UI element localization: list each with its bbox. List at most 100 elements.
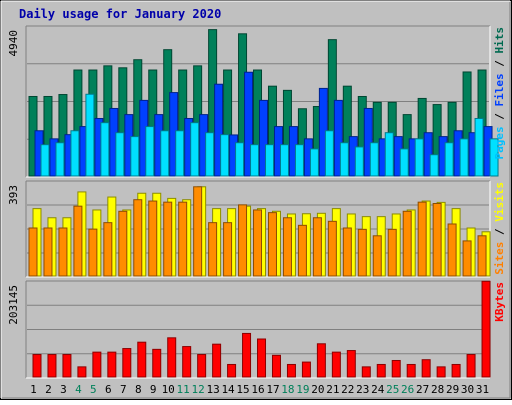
panel-legend: KBytes: [493, 282, 506, 322]
bar-kbytes-day-14: [227, 363, 237, 378]
bar-sites-day-6: [103, 222, 113, 277]
bar-pages-day-8: [145, 126, 155, 177]
x-tick-label: 11: [177, 383, 190, 396]
bar-kbytes-day-4: [77, 366, 87, 378]
bar-sites-day-18: [282, 217, 292, 277]
bar-kbytes-day-8: [137, 341, 147, 378]
x-tick-label: 24: [371, 383, 385, 396]
bar-pages-day-2: [55, 142, 65, 177]
bar-kbytes-day-28: [436, 366, 446, 378]
x-tick-label: 17: [266, 383, 279, 396]
bar-sites-day-29: [447, 223, 457, 277]
bar-files-day-16: [259, 99, 269, 177]
bar-kbytes-day-31: [481, 280, 491, 378]
bar-kbytes-day-13: [212, 343, 222, 378]
bar-sites-day-31: [477, 235, 487, 277]
bar-pages-day-26: [414, 138, 424, 177]
bar-pages-day-19: [309, 148, 319, 177]
x-tick-label: 18: [281, 383, 294, 396]
bar-pages-day-14: [235, 142, 245, 177]
bar-kbytes-day-16: [257, 338, 267, 378]
bar-pages-day-5: [100, 122, 110, 177]
panel-max-label: 393: [7, 185, 20, 205]
legend-entry: Pages: [493, 126, 506, 159]
x-tick-label: 5: [90, 383, 97, 396]
bar-kbytes-day-26: [406, 363, 416, 378]
bar-pages-day-27: [429, 154, 439, 177]
bar-sites-day-19: [297, 224, 307, 277]
bar-kbytes-day-22: [346, 350, 356, 378]
x-tick-label: 10: [162, 383, 175, 396]
bar-sites-day-21: [327, 220, 337, 277]
bar-sites-day-14: [223, 222, 233, 277]
x-tick-label: 6: [105, 383, 112, 396]
x-tick-label: 27: [416, 383, 429, 396]
bar-pages-day-31: [489, 138, 499, 177]
bar-kbytes-day-25: [391, 359, 401, 378]
bar-pages-day-24: [384, 132, 394, 177]
bar-sites-day-20: [312, 217, 322, 277]
x-tick-label: 3: [60, 383, 67, 396]
bar-sites-day-1: [28, 227, 38, 277]
x-tick-label: 20: [311, 383, 324, 396]
bar-sites-day-11: [178, 201, 188, 277]
legend-entry: Visits: [493, 182, 506, 222]
bar-pages-day-6: [115, 132, 125, 177]
legend-entry: /: [493, 222, 506, 242]
bar-pages-day-20: [324, 130, 334, 177]
bar-sites-day-26: [402, 210, 412, 277]
bar-sites-day-23: [357, 228, 367, 277]
bar-kbytes-day-11: [182, 346, 192, 378]
bar-sites-day-13: [208, 222, 218, 277]
x-tick-label: 1: [30, 383, 37, 396]
x-tick-label: 25: [386, 383, 399, 396]
bar-kbytes-day-19: [301, 361, 311, 378]
bar-kbytes-day-12: [197, 354, 207, 378]
bar-sites-day-25: [387, 228, 397, 277]
bar-sites-day-8: [133, 199, 143, 277]
bar-kbytes-day-17: [271, 354, 281, 378]
legend-entry: Files: [493, 73, 506, 106]
bar-pages-day-13: [220, 134, 230, 177]
x-tick-label: 12: [192, 383, 205, 396]
bar-pages-day-15: [250, 144, 260, 177]
bar-sites-day-5: [88, 228, 98, 277]
x-tick-label: 4: [75, 383, 82, 396]
x-tick-label: 26: [401, 383, 414, 396]
bar-sites-day-15: [238, 204, 248, 277]
legend-entry: Sites: [493, 242, 506, 275]
bar-sites-day-10: [163, 201, 173, 277]
bar-pages-day-3: [70, 130, 80, 177]
bar-kbytes-day-30: [466, 354, 476, 378]
x-axis-labels: 1 2 3 4 5 6 7 8 9 10 11 12 13 14 15 16 17 18 19 20 21 22 23 24 2…: [30, 383, 489, 396]
bar-kbytes-day-2: [47, 354, 57, 378]
legend-entry: /: [493, 54, 506, 74]
x-tick-label: 22: [341, 383, 354, 396]
bar-pages-day-7: [130, 136, 140, 177]
bar-kbytes-day-10: [167, 337, 177, 378]
x-tick-label: 21: [326, 383, 339, 396]
bar-pages-day-22: [354, 146, 364, 177]
bar-sites-day-30: [462, 240, 472, 277]
x-tick-label: 16: [251, 383, 264, 396]
bar-pages-day-17: [279, 144, 289, 177]
x-tick-label: 7: [120, 383, 127, 396]
x-tick-label: 2: [45, 383, 52, 396]
bar-sites-day-2: [43, 227, 53, 277]
bar-kbytes-day-3: [62, 354, 72, 378]
bar-kbytes-day-24: [376, 363, 386, 378]
panel-middle: 393 Sites / Visits: [7, 180, 506, 278]
bar-kbytes-day-18: [286, 363, 296, 378]
bar-kbytes-day-15: [242, 332, 252, 378]
bar-files-day-15: [244, 71, 254, 177]
bar-kbytes-day-9: [152, 348, 162, 378]
x-tick-label: 30: [461, 383, 474, 396]
bar-pages-day-25: [399, 148, 409, 177]
bar-sites-day-3: [58, 227, 68, 277]
bar-kbytes-day-1: [32, 354, 42, 378]
legend-entry: KBytes: [493, 282, 506, 322]
panel-max-label: 4940: [7, 30, 20, 57]
bar-kbytes-day-27: [421, 359, 431, 378]
